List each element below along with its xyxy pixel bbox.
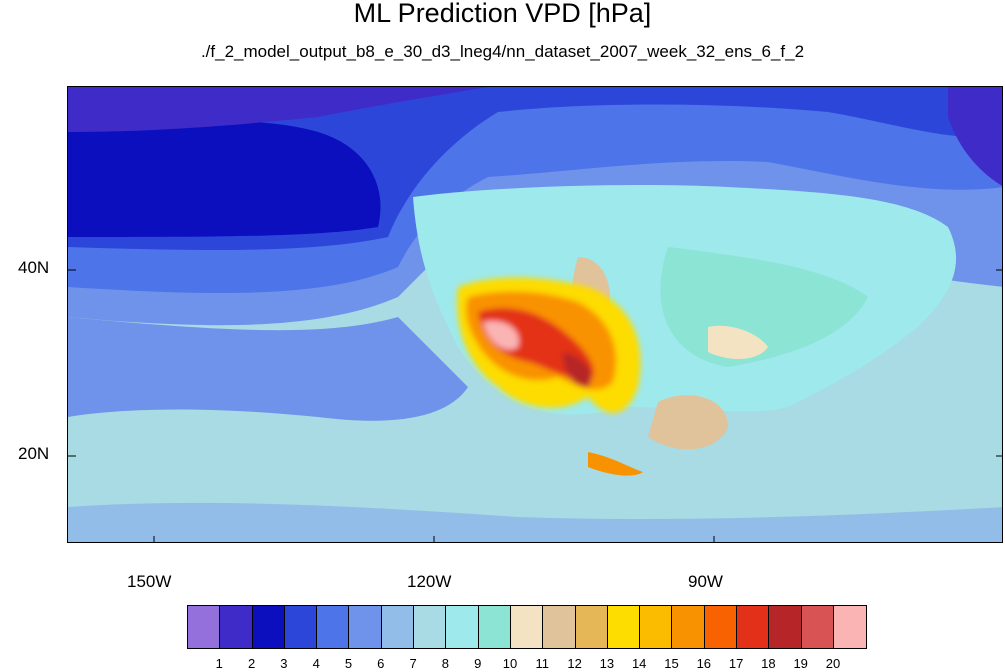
colorbar-swatch xyxy=(510,606,544,648)
colorbar-tick-label: 13 xyxy=(599,656,615,671)
colorbar-tick-label: 12 xyxy=(567,656,582,671)
colorbar-swatch xyxy=(607,606,641,648)
colorbar-tick-label: 15 xyxy=(664,656,679,671)
mexico-coast-warm xyxy=(588,452,643,476)
colorbar-swatch xyxy=(252,606,285,648)
chart-title: ML Prediction VPD [hPa] xyxy=(353,0,652,28)
colorbar-swatch xyxy=(478,606,511,648)
map-panel xyxy=(67,86,1003,543)
colorbar-tick-label: 18 xyxy=(761,656,776,671)
colorbar-tick-label: 11 xyxy=(535,656,550,671)
southwest-heat xyxy=(457,277,641,414)
colorbar-tick-label: 10 xyxy=(502,656,518,671)
vpd-map xyxy=(68,87,1002,542)
chart-subtitle: ./f_2_model_output_b8_e_30_d3_lneg4/nn_d… xyxy=(200,42,805,61)
colorbar-swatch xyxy=(575,606,608,648)
lat-label-40n: 40N xyxy=(18,258,50,277)
band-3 xyxy=(68,120,381,237)
colorbar-swatch xyxy=(833,606,867,648)
colorbar-tick-label: 2 xyxy=(247,656,256,671)
colorbar-swatch xyxy=(769,606,802,648)
south-band-11 xyxy=(708,325,768,359)
colorbar-swatch xyxy=(414,606,447,648)
colorbar-tick-label: 14 xyxy=(631,656,647,671)
colorbar-tick-label: 3 xyxy=(280,656,288,671)
band-7-south xyxy=(68,502,1002,542)
lon-label-90w: 90W xyxy=(688,572,723,591)
colorbar-tick-label: 5 xyxy=(344,656,353,671)
colorbar xyxy=(187,605,868,649)
lon-label-120w: 120W xyxy=(407,572,452,591)
colorbar-swatch xyxy=(672,606,705,648)
colorbar-swatch xyxy=(446,606,479,648)
colorbar-swatch xyxy=(640,606,673,648)
lon-label-150w: 150W xyxy=(127,572,172,591)
colorbar-tick-label: 9 xyxy=(474,656,482,671)
colorbar-tick-label: 7 xyxy=(409,656,417,671)
band-2 xyxy=(68,87,488,132)
colorbar-swatch xyxy=(801,606,834,648)
lat-label-20n: 20N xyxy=(18,444,50,463)
colorbar-tick-label: 1 xyxy=(215,656,223,671)
colorbar-swatch xyxy=(704,606,738,648)
colorbar-swatch xyxy=(317,606,350,648)
colorbar-swatch xyxy=(188,606,221,648)
colorbar-tick-label: 19 xyxy=(793,656,808,671)
colorbar-tick-label: 17 xyxy=(728,656,744,671)
colorbar-tick-label: 4 xyxy=(312,656,320,671)
colorbar-swatch xyxy=(284,606,318,648)
colorbar-tick-label: 16 xyxy=(696,656,712,671)
colorbar-tick-label: 6 xyxy=(377,656,385,671)
colorbar-swatch xyxy=(220,606,253,648)
band-2-east xyxy=(948,87,1002,186)
colorbar-swatch xyxy=(737,606,770,648)
colorbar-swatch xyxy=(349,606,382,648)
colorbar-tick-label: 8 xyxy=(441,656,450,671)
band-6-low xyxy=(68,317,468,421)
colorbar-tick-label: 20 xyxy=(825,656,841,671)
colorbar-swatch xyxy=(381,606,415,648)
gulf-band-12 xyxy=(648,395,728,450)
colorbar-swatch xyxy=(543,606,576,648)
